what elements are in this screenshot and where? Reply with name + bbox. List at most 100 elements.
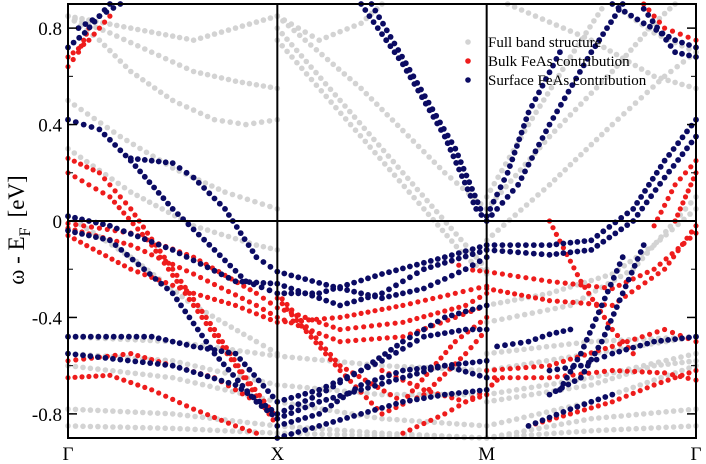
bulk-feas-point: [511, 291, 518, 297]
bulk-feas-point: [353, 337, 359, 343]
full-band-point: [95, 423, 101, 430]
surface-feas-point: [393, 370, 399, 376]
bulk-feas-point: [595, 403, 601, 409]
full-band-point: [211, 73, 218, 80]
full-band-point: [506, 314, 513, 321]
full-band-point: [192, 363, 198, 369]
surface-feas-point: [169, 160, 176, 167]
full-band-point: [566, 420, 572, 426]
bulk-feas-point: [177, 400, 183, 406]
full-band-point: [368, 96, 375, 102]
bulk-feas-point: [184, 403, 190, 409]
full-band-point: [578, 101, 584, 107]
surface-feas-point: [657, 163, 664, 170]
surface-feas-point: [88, 124, 95, 130]
surface-feas-point: [616, 297, 623, 304]
surface-feas-point: [268, 406, 275, 413]
surface-feas-point: [288, 285, 295, 292]
surface-feas-point: [162, 159, 169, 166]
full-band-point: [618, 426, 624, 433]
bulk-feas-point: [435, 310, 441, 316]
full-band-point: [267, 203, 273, 210]
surface-feas-point: [686, 334, 692, 341]
full-band-point: [132, 370, 139, 377]
full-band-point: [114, 22, 120, 29]
full-band-point: [498, 389, 505, 396]
full-band-point: [101, 42, 108, 49]
surface-feas-point: [675, 157, 681, 163]
bulk-feas-point: [361, 324, 367, 330]
full-band-point: [318, 88, 325, 94]
bulk-feas-point: [219, 339, 225, 345]
surface-feas-point: [427, 394, 434, 400]
surface-feas-point: [391, 40, 398, 47]
bulk-feas-point: [515, 375, 521, 381]
full-band-point: [177, 376, 183, 383]
bulk-feas-point: [470, 395, 476, 401]
surface-feas-point: [414, 80, 421, 86]
full-band-point: [95, 407, 101, 414]
full-band-point: [425, 211, 432, 218]
bulk-feas-point: [228, 357, 234, 363]
full-band-point: [308, 76, 315, 83]
surface-feas-point: [644, 340, 651, 347]
surface-feas-point: [581, 247, 588, 254]
full-band-point: [625, 426, 632, 432]
surface-feas-point: [688, 122, 695, 129]
bulk-feas-point: [163, 393, 169, 399]
bulk-feas-point: [414, 315, 420, 322]
surface-feas-point: [255, 377, 262, 384]
surface-feas-point: [553, 251, 560, 257]
surface-feas-point: [469, 359, 476, 366]
bulk-feas-point: [662, 266, 668, 272]
bulk-feas-point: [211, 281, 218, 288]
bulk-feas-point: [218, 417, 225, 423]
full-band-point: [551, 356, 557, 363]
surface-feas-point: [232, 382, 239, 388]
bulk-feas-point: [161, 254, 167, 260]
surface-feas-point: [216, 252, 223, 259]
bulk-feas-point: [363, 395, 369, 401]
surface-feas-point: [141, 266, 148, 273]
full-band-point: [169, 97, 176, 104]
bulk-feas-point: [567, 258, 574, 264]
full-band-point: [489, 232, 496, 238]
surface-feas-point: [239, 382, 246, 389]
bulk-feas-point: [662, 370, 668, 376]
bulk-feas-point: [588, 405, 594, 411]
surface-feas-point: [344, 300, 350, 307]
surface-feas-point: [225, 366, 232, 373]
full-band-point: [686, 83, 692, 90]
bulk-feas-point: [156, 390, 162, 396]
bulk-feas-point: [294, 317, 300, 323]
bulk-feas-point: [499, 366, 505, 372]
surface-feas-point: [204, 373, 211, 380]
surface-feas-point: [639, 205, 646, 212]
surface-feas-point: [501, 177, 507, 183]
full-band-point: [426, 154, 432, 160]
surface-feas-point: [383, 37, 390, 44]
surface-feas-point: [288, 410, 295, 416]
full-band-point: [588, 428, 595, 434]
bulk-feas-point: [128, 206, 134, 212]
surface-feas-point: [448, 390, 455, 397]
full-band-point: [128, 189, 134, 195]
full-band-point: [506, 418, 512, 424]
full-band-point: [628, 47, 634, 53]
full-band-point: [572, 106, 579, 113]
bulk-feas-point: [289, 312, 295, 318]
surface-feas-point: [686, 52, 692, 59]
full-band-point: [244, 349, 251, 355]
full-band-point: [476, 422, 483, 429]
surface-feas-point: [452, 145, 459, 152]
surface-feas-point: [567, 406, 574, 412]
full-band-point: [134, 72, 140, 79]
bulk-feas-point: [294, 313, 300, 319]
full-band-point: [567, 28, 574, 34]
surface-feas-point: [323, 396, 330, 403]
bulk-feas-point: [170, 266, 176, 272]
full-band-point: [658, 234, 664, 240]
full-band-point: [225, 76, 232, 83]
surface-feas-point: [239, 278, 246, 285]
surface-feas-point: [638, 194, 644, 200]
